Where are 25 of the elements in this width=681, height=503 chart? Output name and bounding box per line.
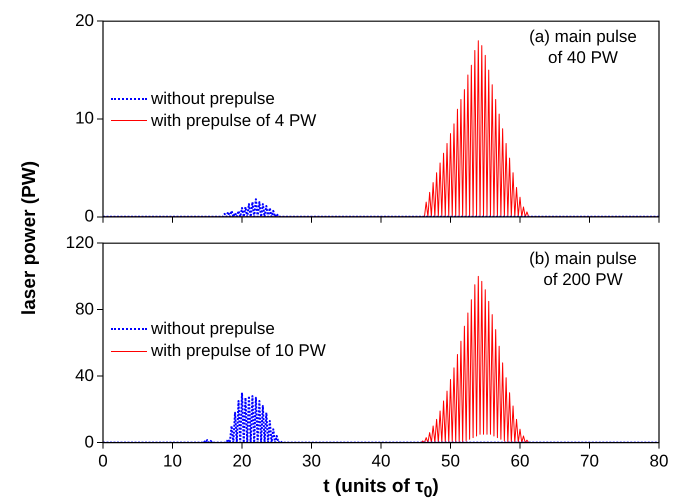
y-tick-label: 10 (75, 108, 94, 128)
x-tick-label: 20 (232, 451, 252, 470)
y-tick-label: 80 (75, 299, 94, 318)
legend-label: with prepulse of 10 PW (151, 340, 326, 362)
annotation: (a) main pulse of 40 PW (528, 26, 638, 68)
x-axis-title: t (units of τ$_{0}$) (322, 475, 440, 503)
y-tick-label: 120 (66, 232, 94, 252)
x-tick-label: 80 (650, 451, 668, 470)
y-tick-label: 20 (75, 10, 94, 30)
legend-label: with prepulse of 4 PW (151, 110, 316, 132)
x-tick-label: 50 (441, 451, 460, 470)
legend-label: without prepulse (151, 318, 275, 340)
line-series (103, 392, 659, 443)
x-tick-label: 30 (302, 451, 321, 470)
x-tick-label: 70 (580, 451, 599, 470)
y-axis-title: laser power (PW) (19, 160, 41, 316)
y-tick-label: 0 (84, 432, 94, 452)
y-tick-label: 40 (75, 366, 94, 385)
x-tick-label: 10 (163, 451, 182, 470)
x-tick-label: 60 (510, 451, 530, 470)
x-tick-label: 40 (372, 451, 390, 470)
legend-label: without prepulse (151, 88, 275, 110)
annotation: (b) main pulse of 200 PW (528, 248, 638, 290)
y-tick-label: 0 (84, 206, 94, 226)
x-tick-label: 0 (98, 451, 108, 470)
